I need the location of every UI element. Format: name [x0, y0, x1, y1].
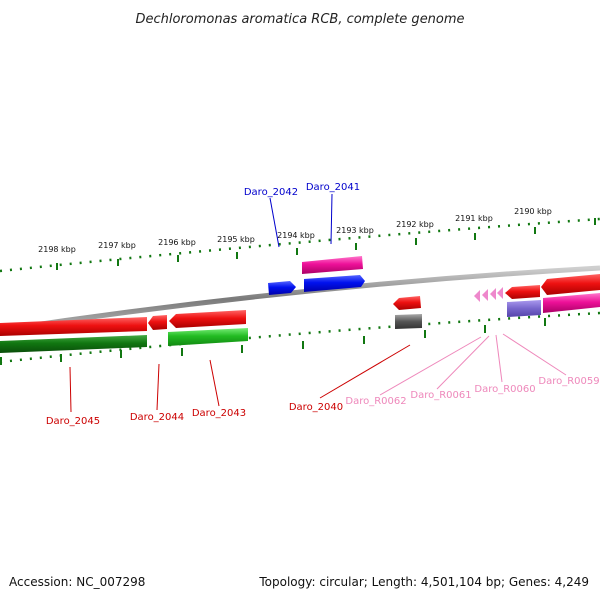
gene-daro-2043-cds[interactable] [169, 310, 246, 328]
gene-daro-2045-feature [0, 335, 147, 353]
leader-daro-2044 [156, 363, 160, 411]
tick-label: 2192 kbp [396, 220, 434, 229]
lower-scale-track [0, 311, 600, 365]
leader-daro-2041 [330, 193, 333, 245]
trna-daro-r0062[interactable] [474, 290, 480, 302]
label-daro-2045[interactable]: Daro_2045 [46, 416, 100, 427]
label-daro-2042[interactable]: Daro_2042 [244, 187, 298, 198]
tick-label: 2193 kbp [336, 226, 374, 235]
gene-purple-feature [507, 300, 541, 317]
tick-label: 2194 kbp [277, 231, 315, 240]
leader-daro-r0059 [502, 333, 567, 376]
tick-label: 2197 kbp [98, 241, 136, 250]
label-daro-r0059[interactable]: Daro_R0059 [538, 376, 599, 387]
leader-daro-2043 [209, 359, 220, 407]
leader-daro-r0060 [495, 334, 503, 383]
upper-scale-dots [0, 217, 600, 273]
tick-label: 2190 kbp [514, 207, 552, 216]
gene-daro-2042-cds[interactable] [268, 281, 296, 295]
lower-scale-dots [0, 311, 600, 364]
leader-daro-r0062 [379, 336, 482, 396]
gene-cds-right-1[interactable] [505, 285, 540, 299]
gene-magenta-right [543, 293, 600, 313]
tick-label: 2196 kbp [158, 238, 196, 247]
label-daro-r0061[interactable]: Daro_R0061 [410, 390, 471, 401]
tick-label: 2195 kbp [217, 235, 255, 244]
gene-daro-2040-cds[interactable] [393, 296, 421, 310]
leader-daro-2040 [319, 344, 411, 399]
tick-label: 2198 kbp [38, 245, 76, 254]
label-daro-2044[interactable]: Daro_2044 [130, 412, 184, 423]
trna-daro-r0059[interactable] [497, 287, 503, 299]
gene-daro-2040-feature [395, 314, 422, 329]
label-daro-2041[interactable]: Daro_2041 [306, 182, 360, 193]
label-daro-r0060[interactable]: Daro_R0060 [474, 384, 535, 395]
genome-backbone [0, 265, 600, 333]
upper-scale-track [0, 217, 600, 273]
topology-label: Topology: circular; Length: 4,501,104 bp… [258, 575, 589, 589]
gene-daro-2043-feature [168, 328, 248, 346]
accession-label: Accession: NC_007298 [9, 575, 145, 589]
gene-daro-2045-cds[interactable] [0, 317, 147, 336]
gene-cds-right-2[interactable] [541, 274, 600, 295]
genome-title: Dechloromonas aromatica RCB, complete ge… [135, 12, 464, 27]
gene-daro-2041-cds[interactable] [304, 275, 365, 292]
tick-label: 2191 kbp [455, 214, 493, 223]
label-daro-r0062[interactable]: Daro_R0062 [345, 396, 406, 407]
gene-daro-2041-magenta[interactable] [302, 256, 363, 274]
leader-daro-2045 [69, 366, 72, 413]
label-daro-2043[interactable]: Daro_2043 [192, 408, 246, 419]
trna-daro-r0060[interactable] [490, 288, 496, 300]
label-daro-2040[interactable]: Daro_2040 [289, 402, 343, 413]
trna-daro-r0061[interactable] [482, 289, 488, 301]
gene-daro-2044-cds[interactable] [148, 315, 167, 330]
leader-daro-2042 [269, 197, 280, 248]
leader-daro-r0061 [436, 335, 490, 390]
